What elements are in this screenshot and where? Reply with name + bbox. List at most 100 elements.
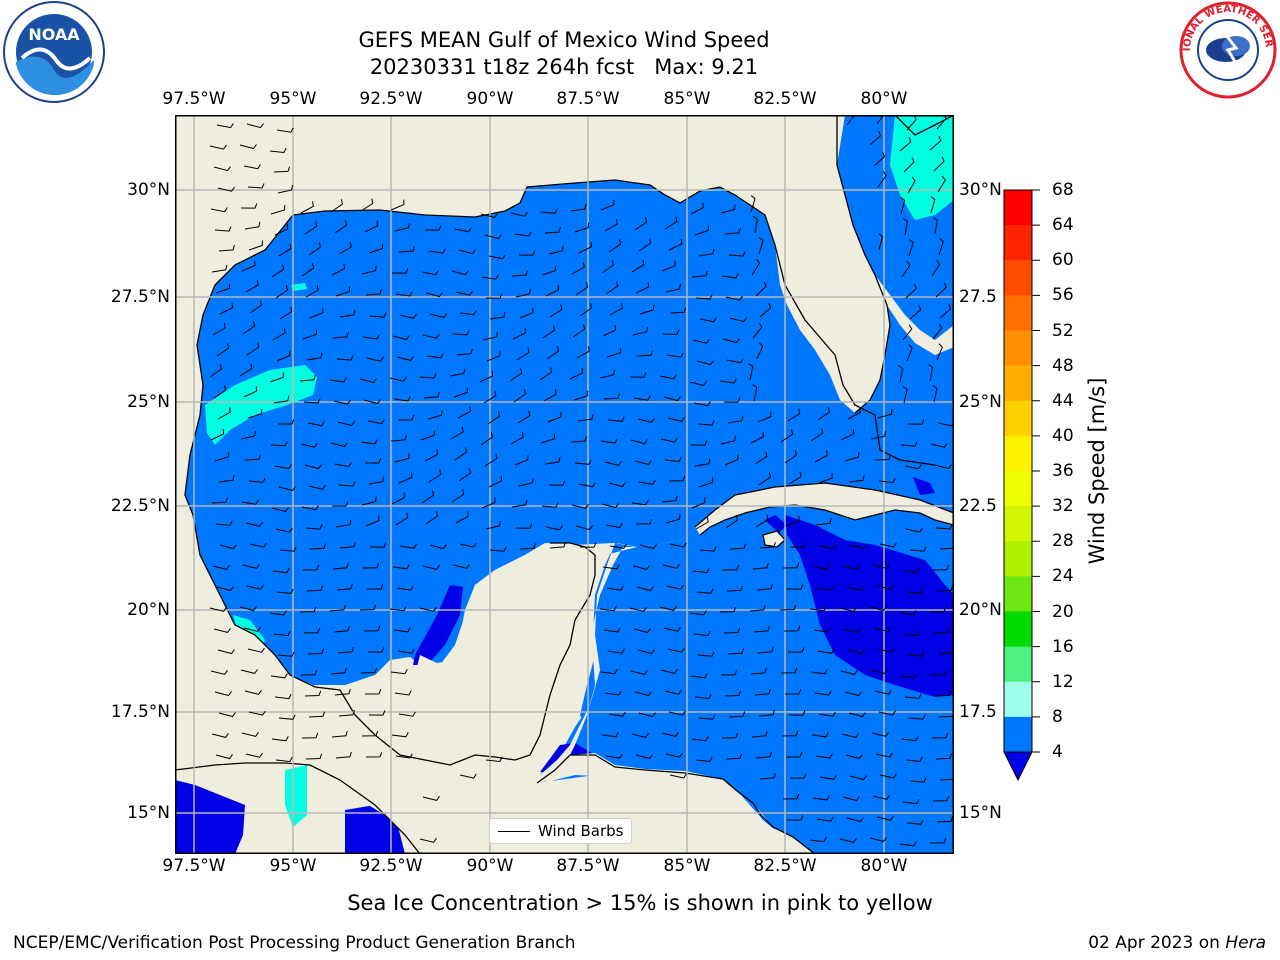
wind-barb bbox=[511, 270, 528, 277]
lat-tick-right: 20°N bbox=[959, 600, 1002, 620]
wind-barb bbox=[245, 521, 263, 527]
wind-barb bbox=[335, 519, 352, 528]
colorbar-segment bbox=[1004, 225, 1032, 261]
wind-barb bbox=[605, 281, 619, 295]
wind-barb bbox=[214, 451, 230, 462]
lon-tick-bottom: 92.5°W bbox=[359, 856, 423, 876]
wind-barb bbox=[630, 670, 648, 675]
wind-barb bbox=[692, 567, 710, 574]
wind-barb bbox=[691, 270, 708, 278]
wind-barb bbox=[750, 667, 767, 675]
wind-barb bbox=[451, 489, 465, 503]
colorbar-segment bbox=[1004, 471, 1032, 507]
wind-barb bbox=[725, 753, 743, 760]
wind-barb bbox=[638, 479, 656, 485]
wind-barb bbox=[689, 381, 707, 387]
wind-barb bbox=[871, 732, 889, 737]
wind-barb bbox=[694, 225, 709, 236]
wind-barb bbox=[519, 307, 534, 319]
wind-barb bbox=[571, 503, 589, 509]
chart-title-line2: 20230331 t18z 264h fcst Max: 9.21 bbox=[369, 55, 759, 79]
wind-barb bbox=[667, 417, 685, 422]
wind-barb bbox=[609, 543, 627, 549]
lon-tick-bottom: 87.5°W bbox=[556, 856, 620, 876]
lat-tick-right: 17.5 bbox=[959, 702, 997, 722]
wind-barb bbox=[369, 542, 387, 548]
wind-barb bbox=[933, 156, 945, 172]
wind-barb bbox=[213, 166, 231, 172]
wind-barb bbox=[246, 342, 260, 356]
wind-barb bbox=[242, 320, 256, 335]
wind-barb bbox=[692, 338, 710, 344]
wind-barb bbox=[779, 604, 797, 611]
wind-barb bbox=[759, 541, 776, 549]
wind-barb bbox=[278, 243, 292, 257]
wind-barb bbox=[397, 415, 415, 421]
wind-barb bbox=[213, 385, 227, 399]
lat-tick-left: 30°N bbox=[127, 180, 170, 200]
wind-barb bbox=[600, 669, 618, 675]
wind-barb bbox=[634, 691, 652, 697]
wind-barb bbox=[215, 520, 233, 526]
wind-barb bbox=[752, 384, 758, 402]
wind-barb bbox=[928, 364, 934, 382]
wind-barb bbox=[902, 324, 913, 341]
wind-barb bbox=[459, 773, 477, 779]
wind-barb bbox=[212, 323, 226, 336]
colorbar-segment bbox=[1004, 611, 1032, 648]
wind-barb bbox=[301, 263, 315, 277]
low-wind-area-1 bbox=[785, 515, 954, 697]
wind-barb bbox=[548, 480, 566, 486]
wind-barb bbox=[540, 433, 556, 444]
wind-barb bbox=[579, 302, 593, 317]
wind-barb bbox=[246, 584, 264, 590]
wind-barb bbox=[936, 343, 943, 361]
wind-barb bbox=[214, 691, 232, 697]
wind-barb bbox=[633, 628, 651, 634]
colorbar-segment bbox=[1004, 716, 1032, 753]
wind-barb bbox=[665, 514, 681, 524]
wind-barb bbox=[399, 543, 417, 549]
wind-barb bbox=[635, 281, 650, 294]
wind-barb bbox=[458, 468, 472, 482]
wind-barb bbox=[723, 397, 741, 403]
wind-barb bbox=[308, 711, 326, 718]
wind-barb bbox=[419, 373, 437, 379]
wind-barb bbox=[274, 693, 292, 700]
colorbar-tick-label: 20 bbox=[1052, 601, 1074, 622]
wind-barb bbox=[819, 543, 837, 549]
wind-barb bbox=[781, 730, 799, 737]
wind-barb bbox=[277, 185, 293, 194]
wind-barb bbox=[872, 563, 890, 569]
wind-barb bbox=[361, 496, 377, 506]
wind-barb bbox=[299, 374, 316, 382]
wind-barb bbox=[451, 270, 469, 276]
wind-barb bbox=[906, 588, 924, 594]
wind-barb bbox=[722, 564, 740, 571]
wind-barb bbox=[398, 472, 413, 484]
wind-barb bbox=[784, 450, 798, 464]
wind-barb bbox=[787, 647, 805, 653]
wind-barb bbox=[367, 647, 385, 653]
wind-barb bbox=[662, 563, 680, 569]
wind-barb bbox=[877, 409, 893, 419]
footer-date: 02 Apr 2023 on bbox=[1088, 933, 1226, 953]
lat-tick-right: 30°N bbox=[959, 180, 1002, 200]
wind-barb bbox=[753, 625, 770, 633]
wind-barb bbox=[241, 260, 256, 272]
wind-barb bbox=[637, 649, 655, 655]
wind-barb bbox=[639, 544, 657, 550]
wind-barb bbox=[905, 283, 917, 299]
wind-barb bbox=[246, 123, 264, 129]
wind-barb bbox=[419, 606, 437, 612]
wind-barb bbox=[215, 754, 233, 760]
wind-barb bbox=[698, 477, 713, 488]
wind-barb bbox=[544, 227, 561, 234]
wind-barb bbox=[541, 502, 559, 508]
wind-barb bbox=[429, 313, 447, 319]
wind-barb bbox=[329, 604, 346, 612]
wind-barb bbox=[244, 221, 261, 230]
wind-barb bbox=[659, 374, 677, 380]
lat-tick-right: 27.5 bbox=[959, 287, 997, 307]
wind-barb bbox=[607, 416, 625, 422]
